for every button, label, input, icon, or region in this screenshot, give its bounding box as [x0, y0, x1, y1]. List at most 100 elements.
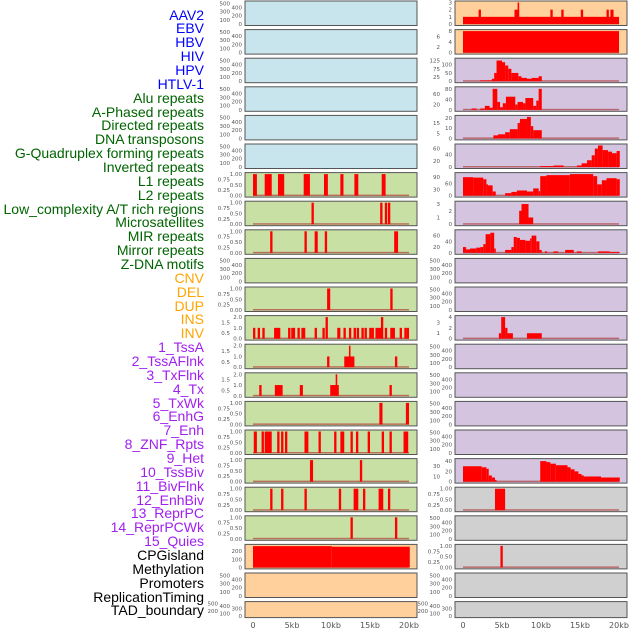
y-tick-label: 1.0: [233, 354, 242, 360]
data-bar: [525, 98, 534, 110]
y-tick-label: 200: [442, 300, 453, 306]
y-tick-label: 50: [445, 71, 452, 77]
y-tick-label: 15: [433, 121, 440, 127]
panel-border: [244, 86, 418, 112]
data-bar: [526, 333, 542, 339]
track-label: L2 repeats: [137, 186, 204, 203]
track-label: INV: [180, 325, 204, 342]
track-label: 15_Quies: [144, 533, 204, 550]
data-bar: [297, 327, 300, 339]
data-bar: [581, 475, 584, 482]
data-bar: [494, 248, 496, 253]
y-tick-label: 0.50: [230, 297, 243, 303]
track-label: INS: [180, 311, 204, 328]
y-tick-label: 0: [239, 51, 243, 57]
data-bar: [369, 327, 372, 339]
data-bar: [299, 385, 303, 396]
y-tick-label: 100: [430, 533, 441, 539]
y-tick-label: 0.25: [218, 531, 231, 537]
data-bar: [516, 190, 527, 196]
y-tick-label: 300: [220, 124, 231, 130]
data-bar: [314, 327, 317, 339]
panel-background: [245, 29, 417, 55]
track-panel-right: 0 20 40 60: [433, 229, 628, 257]
data-bar: [565, 249, 574, 253]
track-label: 9_Het: [166, 450, 204, 467]
y-tick-label: 0: [449, 51, 453, 57]
y-tick-label: 300: [232, 607, 243, 613]
y-tick-label: 20: [433, 103, 440, 109]
track-panel-middle: 0.00.51.01.52.0: [221, 315, 418, 343]
y-tick-label: 100: [220, 18, 231, 24]
data-bar: [553, 165, 564, 167]
data-bar: [262, 327, 265, 339]
y-tick-label: 200: [442, 529, 453, 535]
y-tick-label: 2.0: [233, 344, 242, 350]
y-tick-label: 200: [232, 586, 243, 592]
y-tick-label: 200: [232, 14, 243, 20]
x-tick-label: 15kb: [570, 621, 590, 630]
x-tick-label: 20kb: [399, 621, 419, 630]
data-bar: [378, 488, 384, 511]
data-bar: [616, 179, 620, 196]
y-tick-label: 0.75: [428, 492, 441, 498]
panel-background: [245, 229, 417, 255]
panel-background: [455, 344, 627, 369]
y-tick-label: 500: [220, 87, 231, 93]
data-bar: [497, 101, 501, 110]
track-label: 4_Tx: [172, 380, 204, 397]
panel-border: [244, 315, 418, 341]
data-bar: [538, 191, 541, 196]
data-bar: [301, 327, 306, 339]
panel-background: [455, 573, 627, 598]
data-bar: [581, 163, 588, 167]
data-bar: [463, 177, 474, 196]
data-bar: [597, 251, 610, 253]
y-tick-label: 3: [437, 320, 441, 326]
panel-background: [455, 487, 627, 512]
panel-border: [454, 257, 628, 284]
y-tick-label: 200: [208, 609, 219, 615]
y-tick-label: 10: [433, 474, 440, 480]
panel-border: [244, 343, 418, 370]
data-bar: [502, 62, 506, 82]
y-tick-label: 0.75: [218, 206, 231, 212]
data-bar: [362, 488, 366, 511]
data-bar: [387, 488, 391, 511]
data-bar: [264, 174, 272, 196]
track-panel-middle: 0.000.250.500.751.00: [218, 515, 418, 543]
data-bar: [611, 153, 617, 167]
y-tick-label: 0: [449, 222, 453, 228]
data-bar: [483, 244, 486, 253]
y-tick-label: 0: [239, 279, 243, 285]
y-tick-label: 3: [437, 202, 441, 208]
panel-border: [454, 114, 628, 141]
panel-border: [244, 172, 418, 198]
y-tick-label: 100: [430, 612, 441, 618]
y-tick-label: 0.25: [218, 188, 231, 194]
track-panel-middle: 0.000.250.500.751.00: [218, 458, 418, 486]
y-tick-label: 0.00: [230, 251, 243, 257]
y-tick-label: 500: [418, 602, 429, 608]
y-tick-label: 0.25: [428, 503, 441, 509]
panel-background: [245, 430, 417, 455]
data-bar: [399, 327, 402, 339]
data-bar: [511, 72, 519, 82]
baseline: [253, 309, 409, 311]
panel-background: [455, 601, 627, 618]
baseline: [253, 337, 409, 340]
y-tick-label: 1.00: [230, 487, 243, 493]
y-tick-label: 500: [430, 516, 441, 522]
track-panel-middle: 0.00.51.01.52.0: [221, 372, 418, 400]
track-panel-middle: 0.00.51.01.52.0: [221, 343, 418, 371]
data-bar: [253, 174, 257, 196]
panel-background: [245, 287, 417, 312]
y-tick-label: 40: [445, 239, 452, 245]
track-panel-middle: 0.000.250.500.751.00: [218, 229, 418, 257]
panel-background: [455, 430, 627, 455]
data-bar: [601, 180, 607, 196]
data-bar: [463, 16, 619, 24]
